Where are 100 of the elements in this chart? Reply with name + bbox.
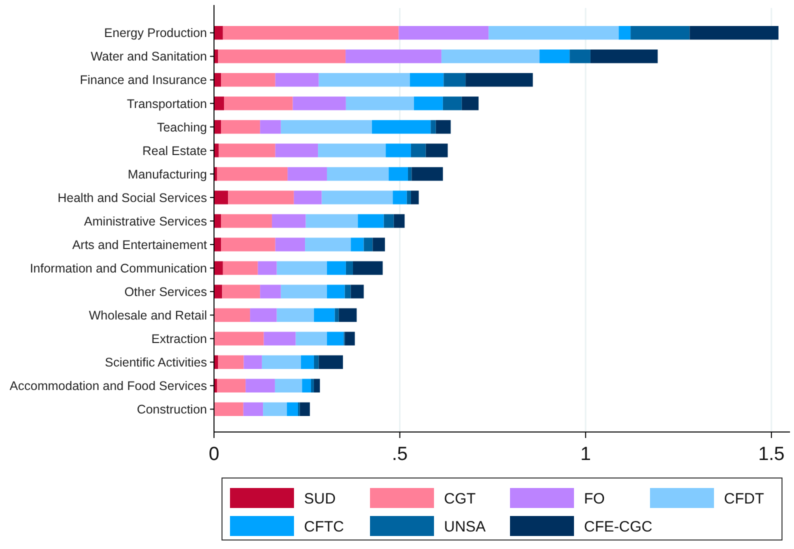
bar [412,167,443,181]
bar [222,284,260,298]
bar [272,214,306,228]
bar [214,214,222,228]
bar [214,73,222,87]
bar [305,238,351,252]
y-tick-label: Energy Production [104,26,208,40]
y-tick-label: Finance and Insurance [80,73,208,88]
bar [410,144,426,158]
bar [263,402,287,416]
bar [274,378,302,392]
bar [276,261,327,275]
bar [344,284,351,298]
bar [218,355,244,369]
bar [258,261,277,275]
bar [221,214,272,228]
bar [262,355,301,369]
bar [326,167,389,181]
bar [410,190,419,204]
bar [430,120,436,134]
bar [388,167,408,181]
x-tick-label: .5 [392,444,408,465]
y-tick-label: Extraction [151,332,208,346]
bar [346,50,442,64]
bar [221,120,260,134]
bar [358,214,384,228]
bar [275,238,306,252]
bar [442,96,462,110]
bar [372,120,431,134]
y-tick-label: Teaching [156,120,208,134]
legend-label: CFE-CGC [584,518,652,536]
bar [350,238,364,252]
bar [318,144,386,158]
bar [214,308,250,322]
bar [384,214,394,228]
bar [216,167,288,181]
bar [570,50,590,64]
bar [214,284,222,298]
bar [214,120,222,134]
bar [221,73,276,87]
bar [590,50,658,64]
bar [300,402,310,416]
bar [326,332,344,346]
legend-label: CFTC [304,518,344,536]
bar [414,96,443,110]
bar [300,355,314,369]
bar [214,238,222,252]
bar [436,120,451,134]
bar [364,238,373,252]
y-tick-label: Other Services [124,284,207,299]
bar [292,96,346,110]
bar [406,190,411,204]
bar [338,308,357,322]
bar [372,238,385,252]
bar [462,96,479,110]
bar [214,190,228,204]
legend-label: FO [584,490,605,508]
y-tick-label: Health and Social Services [58,190,207,205]
bar [540,50,570,64]
bar [344,332,355,346]
bar [444,73,466,87]
bar [244,355,262,369]
bar [214,402,244,416]
x-tick-label: 1 [580,444,591,465]
bar [302,378,311,392]
legend-label: UNSA [444,518,486,536]
bar [466,73,533,87]
bar [250,308,277,322]
bar [224,96,293,110]
bar [218,144,276,158]
y-tick-label: Accommodation and Food Services [10,379,207,394]
legend-label: SUD [304,490,336,508]
bar [408,167,412,181]
bar [280,284,327,298]
bar [398,26,489,40]
y-tick-label: Information and Communication [30,261,208,276]
bar [260,120,281,134]
legend-label: CFDT [724,490,764,508]
y-tick-label: Real Estate [142,144,208,158]
legend-label: CGT [444,490,476,508]
bar [222,261,258,275]
y-tick-label: Aministrative Services [84,214,207,228]
x-tick-label: 0 [208,444,220,465]
bar [314,308,335,322]
bar [394,214,405,228]
bar [310,378,314,392]
y-tick-label: Wholesale and Retail [88,308,207,322]
bar [426,144,448,158]
bar [314,355,319,369]
bar [275,144,318,158]
bar [214,261,223,275]
bar [275,73,319,87]
y-tick-label: Construction [136,402,208,417]
bar [350,284,364,298]
bar [346,96,414,110]
bar [288,167,327,181]
bar [441,50,540,64]
bar [214,96,224,110]
bar [246,378,275,392]
bar [410,73,444,87]
